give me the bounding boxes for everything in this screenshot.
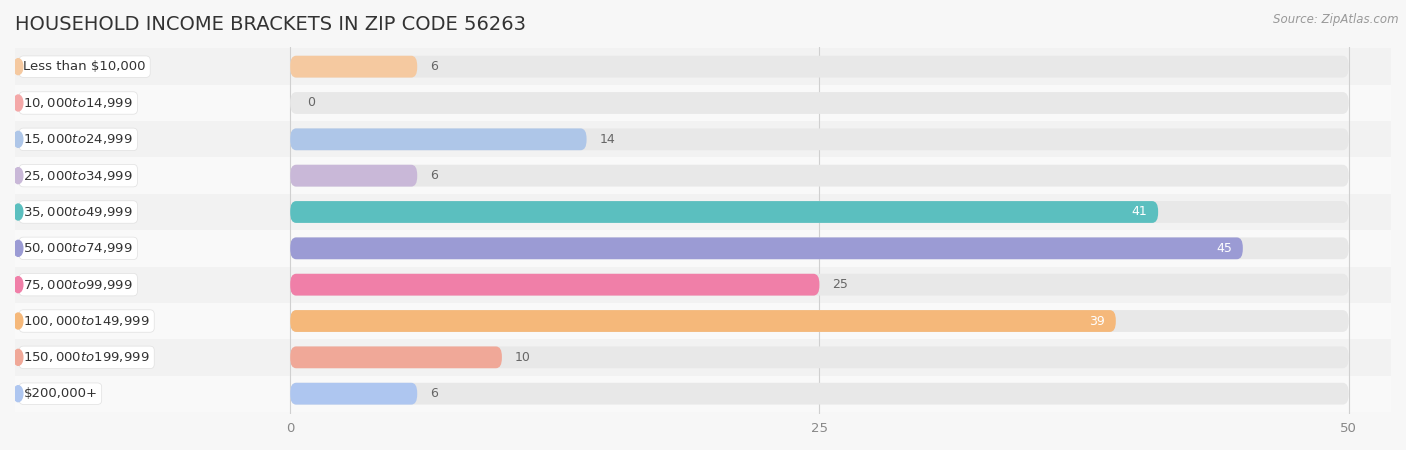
Circle shape <box>14 168 22 184</box>
FancyBboxPatch shape <box>290 238 1243 259</box>
Text: $25,000 to $34,999: $25,000 to $34,999 <box>24 169 134 183</box>
Text: 25: 25 <box>832 278 848 291</box>
Text: 45: 45 <box>1216 242 1232 255</box>
FancyBboxPatch shape <box>290 165 1348 187</box>
Circle shape <box>14 386 22 402</box>
FancyBboxPatch shape <box>15 49 1391 85</box>
FancyBboxPatch shape <box>290 201 1348 223</box>
Circle shape <box>14 204 22 220</box>
FancyBboxPatch shape <box>290 274 1348 296</box>
FancyBboxPatch shape <box>15 266 1391 303</box>
Text: $75,000 to $99,999: $75,000 to $99,999 <box>24 278 134 292</box>
Text: $15,000 to $24,999: $15,000 to $24,999 <box>24 132 134 146</box>
FancyBboxPatch shape <box>15 339 1391 375</box>
Circle shape <box>14 131 22 147</box>
FancyBboxPatch shape <box>15 303 1391 339</box>
Text: 41: 41 <box>1132 206 1147 219</box>
Text: 0: 0 <box>307 96 315 109</box>
FancyBboxPatch shape <box>290 165 418 187</box>
Text: 6: 6 <box>430 169 437 182</box>
Text: $200,000+: $200,000+ <box>24 387 97 400</box>
FancyBboxPatch shape <box>15 121 1391 158</box>
FancyBboxPatch shape <box>290 310 1348 332</box>
FancyBboxPatch shape <box>290 274 820 296</box>
Text: 6: 6 <box>430 60 437 73</box>
FancyBboxPatch shape <box>15 158 1391 194</box>
Circle shape <box>14 349 22 365</box>
Text: Source: ZipAtlas.com: Source: ZipAtlas.com <box>1274 14 1399 27</box>
Circle shape <box>14 240 22 256</box>
FancyBboxPatch shape <box>15 85 1391 121</box>
Text: 6: 6 <box>430 387 437 400</box>
Text: 39: 39 <box>1090 315 1105 328</box>
FancyBboxPatch shape <box>290 383 1348 405</box>
Text: Less than $10,000: Less than $10,000 <box>24 60 146 73</box>
FancyBboxPatch shape <box>290 56 418 77</box>
FancyBboxPatch shape <box>290 346 502 368</box>
FancyBboxPatch shape <box>290 128 1348 150</box>
Text: 14: 14 <box>599 133 614 146</box>
FancyBboxPatch shape <box>290 310 1116 332</box>
FancyBboxPatch shape <box>290 56 1348 77</box>
Circle shape <box>14 95 22 111</box>
Circle shape <box>14 313 22 329</box>
FancyBboxPatch shape <box>15 230 1391 266</box>
FancyBboxPatch shape <box>290 238 1348 259</box>
Text: $150,000 to $199,999: $150,000 to $199,999 <box>24 351 150 364</box>
Text: $50,000 to $74,999: $50,000 to $74,999 <box>24 241 134 255</box>
FancyBboxPatch shape <box>290 201 1159 223</box>
FancyBboxPatch shape <box>290 92 1348 114</box>
FancyBboxPatch shape <box>290 346 1348 368</box>
Text: $35,000 to $49,999: $35,000 to $49,999 <box>24 205 134 219</box>
FancyBboxPatch shape <box>15 375 1391 412</box>
Circle shape <box>14 277 22 292</box>
FancyBboxPatch shape <box>290 128 586 150</box>
Text: HOUSEHOLD INCOME BRACKETS IN ZIP CODE 56263: HOUSEHOLD INCOME BRACKETS IN ZIP CODE 56… <box>15 15 526 34</box>
Text: 10: 10 <box>515 351 530 364</box>
Circle shape <box>14 58 22 75</box>
Text: $10,000 to $14,999: $10,000 to $14,999 <box>24 96 134 110</box>
FancyBboxPatch shape <box>15 194 1391 230</box>
FancyBboxPatch shape <box>290 383 418 405</box>
Text: $100,000 to $149,999: $100,000 to $149,999 <box>24 314 150 328</box>
